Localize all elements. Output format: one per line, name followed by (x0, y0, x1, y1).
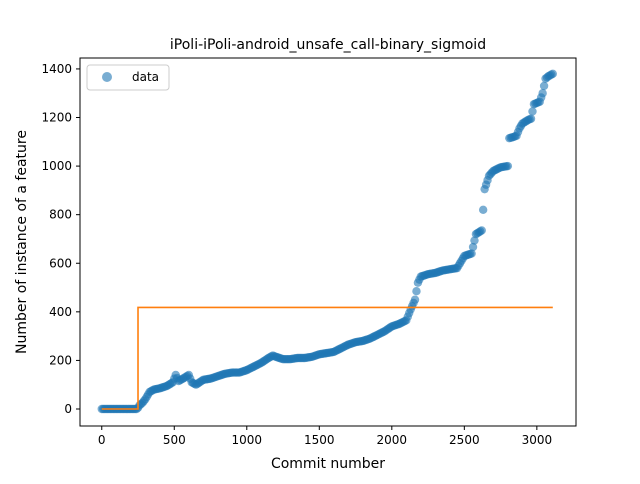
x-tick-label: 1500 (304, 433, 335, 447)
axis-ticks: 0 500 1000 1500 2000 2500 3000 0 200 400 600 800 100… (41, 62, 552, 447)
data-point (503, 161, 513, 171)
data-point (467, 249, 476, 258)
legend-label-data: data (132, 70, 159, 84)
y-tick-label: 600 (49, 256, 72, 270)
data-point (526, 114, 536, 123)
legend-box (86, 64, 170, 91)
y-tick-label: 400 (49, 305, 72, 319)
x-tick-label: 500 (163, 433, 186, 447)
x-tick-label: 1000 (232, 433, 263, 447)
x-tick-label: 3000 (522, 433, 553, 447)
legend-marker-data (102, 72, 112, 82)
data-point (410, 295, 420, 304)
y-tick-label: 800 (49, 208, 72, 222)
data-point (477, 226, 486, 235)
data-point (412, 286, 421, 296)
legend: data (86, 64, 170, 91)
x-tick-label: 0 (98, 433, 106, 447)
y-tick-label: 1200 (41, 111, 72, 125)
data-point (548, 69, 557, 78)
data-point (539, 81, 549, 91)
x-tick-label: 2000 (377, 433, 408, 447)
chart-title: iPoli-iPoli-android_unsafe_call-binary_s… (170, 37, 486, 53)
x-axis-label: Commit number (271, 456, 385, 472)
data-point (478, 205, 488, 215)
data-point (470, 236, 479, 245)
data-point (528, 107, 537, 116)
y-tick-label: 1400 (41, 62, 72, 76)
fit-line (101, 306, 553, 410)
plot-area (97, 69, 557, 414)
y-tick-label: 0 (64, 402, 72, 416)
plot-frame (79, 57, 577, 427)
y-axis-label: Number of instance of a feature (14, 130, 30, 354)
x-tick-label: 2500 (449, 433, 480, 447)
data-point (538, 89, 547, 98)
data-point (468, 242, 478, 252)
y-tick-label: 200 (49, 353, 72, 367)
y-tick-label: 1000 (41, 159, 72, 173)
